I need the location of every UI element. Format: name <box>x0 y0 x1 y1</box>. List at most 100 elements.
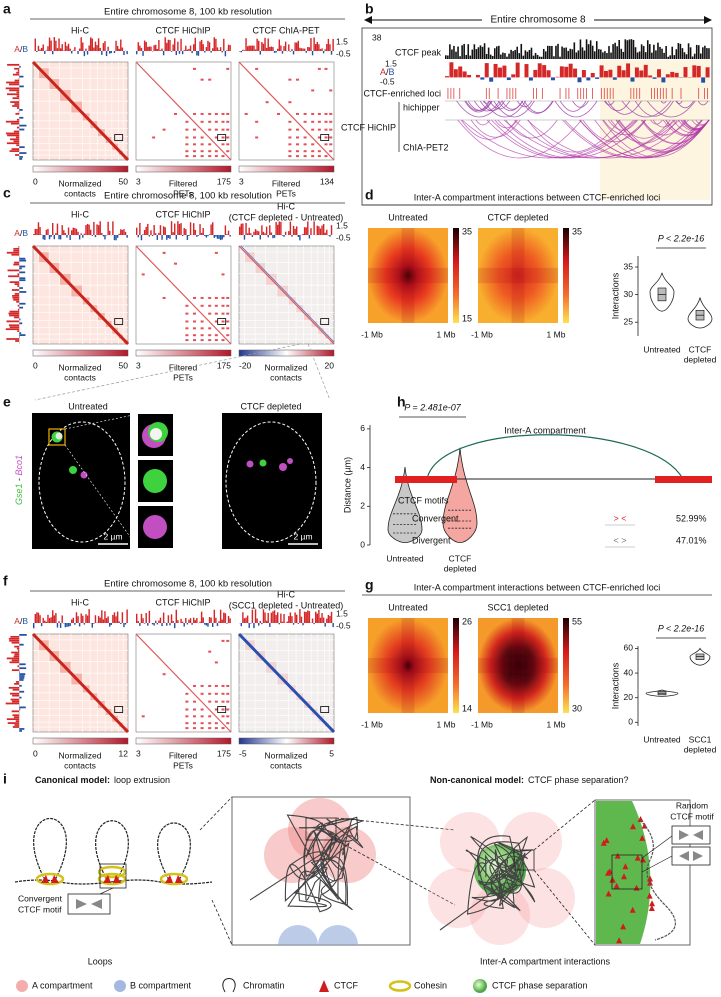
category-label: depleted <box>684 354 717 364</box>
track-bar <box>327 615 330 623</box>
spot <box>150 428 162 440</box>
track-bar <box>71 619 73 623</box>
track-bar <box>221 51 223 53</box>
loop-dot <box>221 273 225 276</box>
track-bar <box>19 728 25 730</box>
cohesin <box>35 872 65 886</box>
track-bar <box>208 617 211 623</box>
loop-dot <box>200 120 204 123</box>
arc <box>457 119 582 159</box>
track-bar <box>305 227 307 235</box>
arc <box>662 119 710 137</box>
peak-bar <box>573 42 576 59</box>
peak-bar <box>612 44 614 59</box>
track-label: CTCF-enriched loci <box>363 88 441 98</box>
peak-bar <box>534 52 537 59</box>
legend-icon <box>473 979 487 993</box>
peak-bar <box>659 46 661 59</box>
track-bar <box>326 44 328 51</box>
loop-dot <box>193 112 196 115</box>
diagonal <box>240 245 335 343</box>
stripe <box>401 618 415 713</box>
track-bar <box>219 47 222 51</box>
loop-dot <box>221 120 225 123</box>
track-bar <box>207 235 209 237</box>
track-bar <box>94 235 97 238</box>
track-bar <box>243 235 246 240</box>
percent: 47.01% <box>676 535 707 545</box>
track-bar <box>297 40 300 51</box>
track-bar <box>116 235 119 238</box>
legend-icon <box>222 978 236 993</box>
arc <box>482 100 490 104</box>
colorbar-max: 50 <box>119 176 129 186</box>
track-bar <box>270 612 273 623</box>
track-bar <box>292 623 295 625</box>
track-bar <box>462 71 467 78</box>
loop-dot <box>208 112 212 115</box>
ctcf <box>639 834 646 841</box>
track-bar <box>155 233 157 235</box>
track-bar <box>140 235 143 241</box>
track-bar <box>19 322 23 325</box>
track-bar <box>208 42 211 51</box>
track-bar <box>303 227 306 235</box>
track-bar <box>316 613 319 623</box>
track-bar <box>9 281 20 284</box>
track-bar <box>226 623 228 624</box>
peak-bar <box>626 40 629 59</box>
loop-dot <box>214 708 218 711</box>
track-bar <box>10 122 20 125</box>
diagonal <box>31 244 130 346</box>
colorbar-min: 0 <box>33 360 38 370</box>
panel-label: e <box>3 394 11 410</box>
track-bar <box>17 69 20 72</box>
track-bar <box>169 623 171 626</box>
colorbar-max: 175 <box>217 360 231 370</box>
track-bar <box>322 51 325 54</box>
track-bar <box>139 45 141 51</box>
track-bar <box>315 44 317 51</box>
map-title: Hi-C <box>71 209 89 219</box>
colorbar-label: Normalized <box>59 750 102 760</box>
track-bar <box>6 338 20 340</box>
loop-dot <box>214 312 218 315</box>
track-bar <box>161 623 163 627</box>
motif-arrow <box>679 851 689 861</box>
loop-dot <box>288 136 292 139</box>
track-bar <box>19 116 24 119</box>
ctcf <box>165 875 173 883</box>
loop-dot <box>185 136 189 139</box>
track-bar <box>316 41 319 51</box>
track-bar <box>189 45 192 51</box>
arc <box>607 119 638 131</box>
loop-dot <box>296 78 299 81</box>
colorbar <box>453 618 459 713</box>
track-bar <box>40 623 43 627</box>
track-bar <box>294 612 296 623</box>
label-part: B <box>22 44 28 54</box>
track-bar <box>147 46 149 51</box>
track-bar <box>47 228 49 235</box>
track-bar <box>243 50 246 51</box>
colorbar-min: -5 <box>239 748 247 758</box>
map-title: Hi-C <box>277 589 295 599</box>
loop-dot <box>317 128 321 131</box>
track-bar <box>155 620 157 623</box>
peak-bar <box>449 44 451 59</box>
track-bar <box>7 63 20 66</box>
loop-dot <box>324 136 328 139</box>
colorbar <box>32 737 129 745</box>
track-bar <box>142 234 144 235</box>
track-bar <box>242 49 244 51</box>
track-bar <box>8 686 20 689</box>
loop-dot <box>265 101 269 104</box>
zoom-box <box>48 428 66 446</box>
arc <box>602 119 710 158</box>
colorbar-max: 5 <box>329 748 334 758</box>
track-bar <box>189 222 192 235</box>
track-bar <box>261 623 263 625</box>
track-bar <box>116 45 119 51</box>
loop-dot <box>208 296 212 299</box>
peak-bar <box>649 44 651 59</box>
